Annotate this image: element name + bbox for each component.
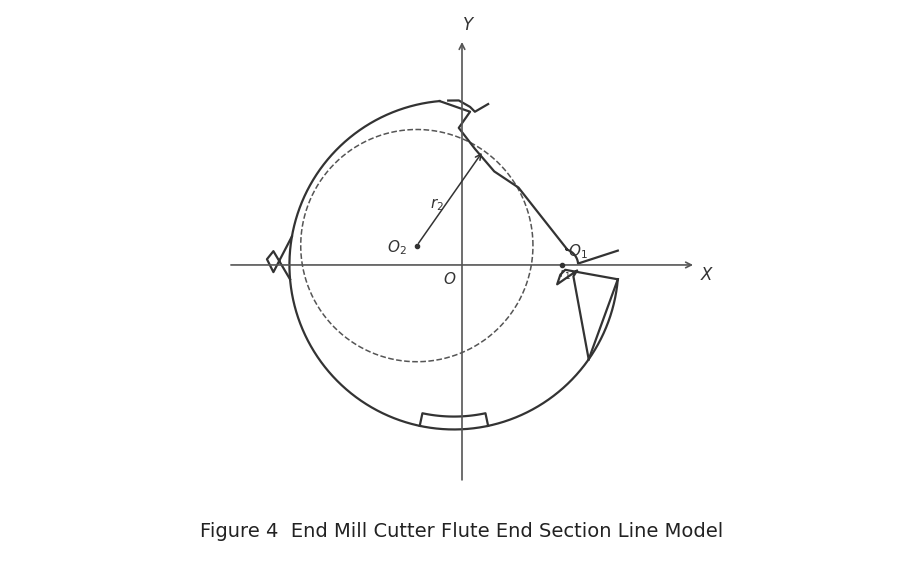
Text: $O_1$: $O_1$ xyxy=(568,242,589,262)
Text: X: X xyxy=(700,266,712,283)
Text: Y: Y xyxy=(464,16,473,35)
Text: Figure 4  End Mill Cutter Flute End Section Line Model: Figure 4 End Mill Cutter Flute End Secti… xyxy=(201,522,723,541)
Text: $r_2$: $r_2$ xyxy=(431,196,444,213)
Text: $r_1$: $r_1$ xyxy=(559,268,571,282)
Text: O: O xyxy=(444,272,456,287)
Text: $O_2$: $O_2$ xyxy=(387,238,407,256)
